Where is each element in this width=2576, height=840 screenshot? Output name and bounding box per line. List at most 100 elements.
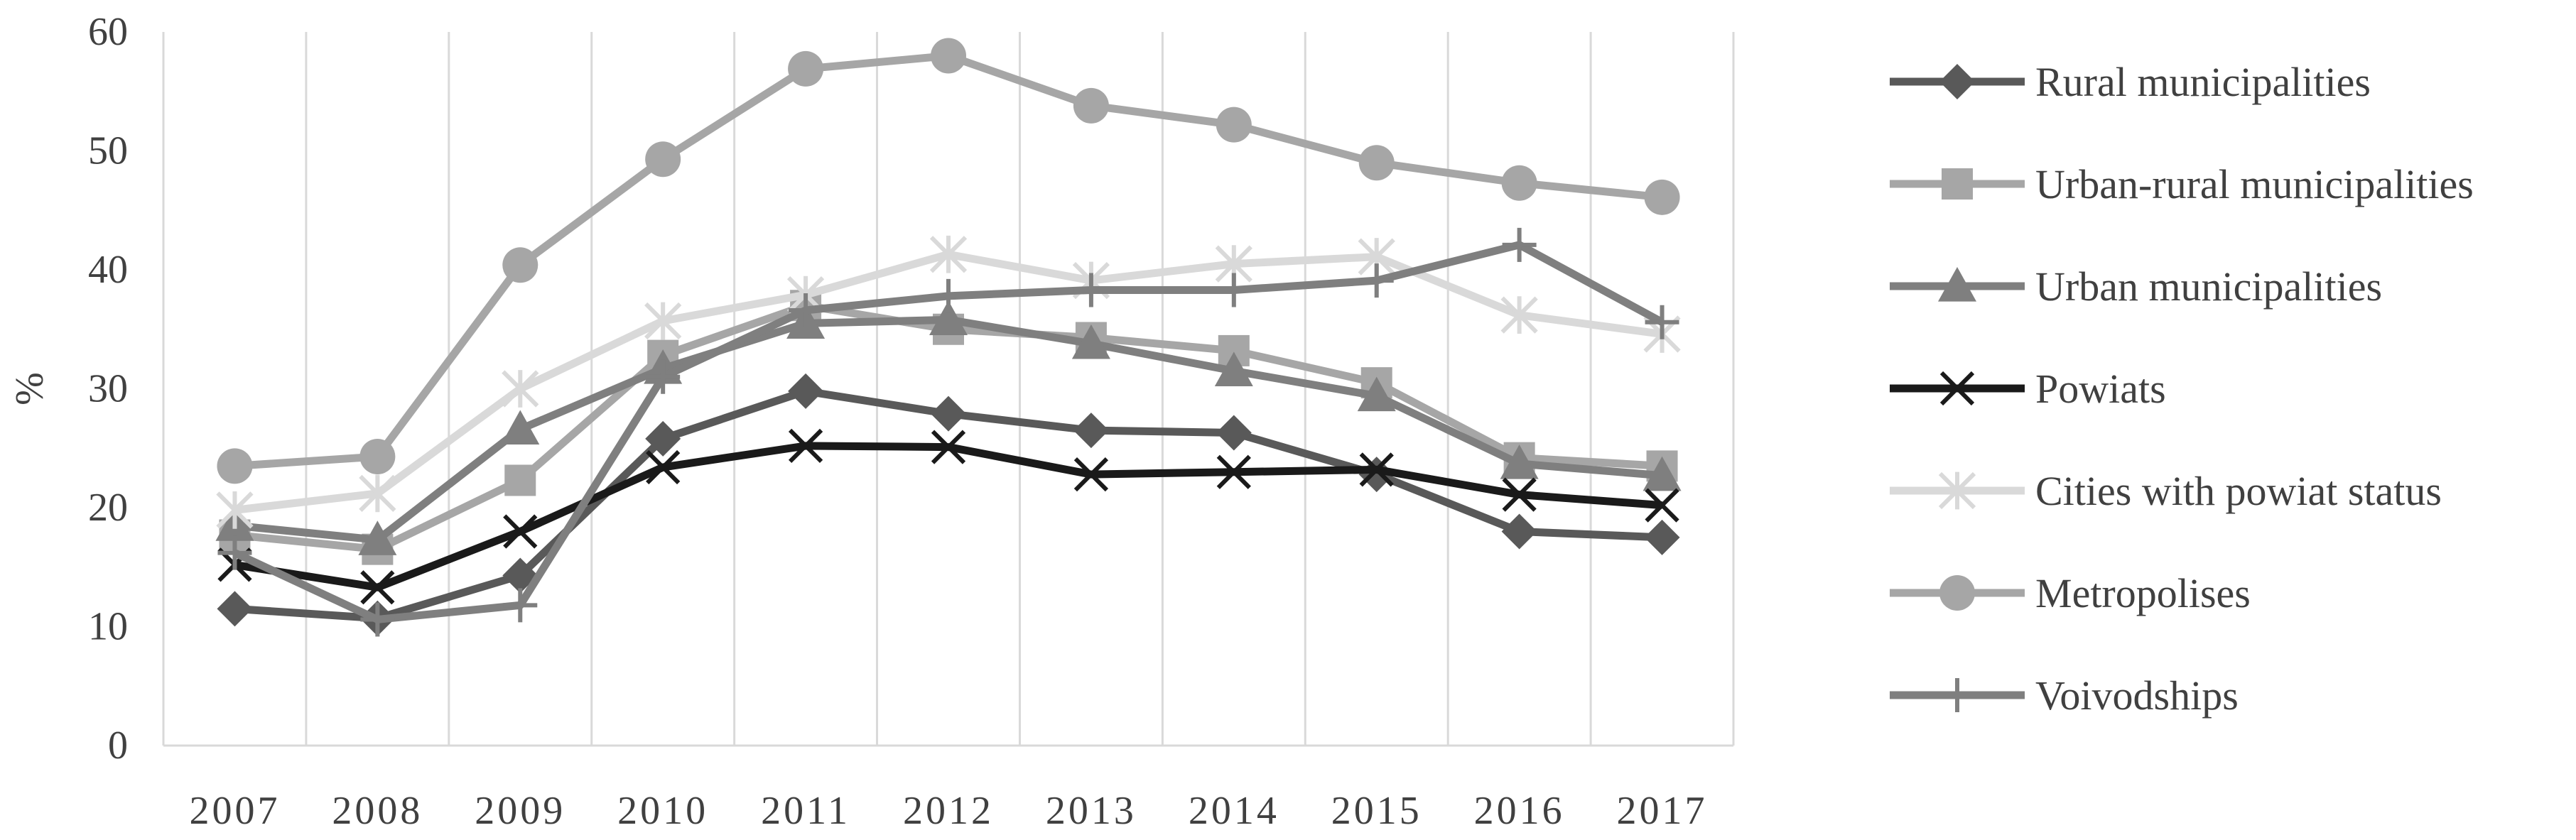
y-tick-label: 10: [88, 605, 128, 649]
data-point-star: [1938, 471, 1976, 510]
y-axis-title: %: [8, 372, 52, 405]
data-point-plus: [1216, 273, 1251, 307]
legend: Rural municipalities Urban-rural municipa…: [1890, 59, 2474, 719]
series-voivodships: [217, 227, 1679, 637]
data-point-diamond: [1216, 415, 1252, 451]
data-point-plus: [1502, 227, 1537, 262]
data-point-diamond: [1358, 457, 1395, 493]
data-point-plus: [503, 588, 538, 623]
y-tick-label: 20: [88, 486, 128, 530]
data-point-x: [1645, 488, 1679, 523]
x-tick-label: 2016: [1474, 789, 1565, 833]
data-point-plus: [1359, 263, 1394, 298]
data-point-circle: [1073, 87, 1109, 124]
data-point-triangle: [1500, 444, 1539, 479]
data-point-diamond: [1073, 413, 1109, 449]
data-point-triangle: [929, 300, 968, 335]
data-point-diamond: [788, 373, 824, 409]
data-point-x: [646, 449, 681, 485]
y-tick-label: 60: [88, 10, 128, 54]
data-point-diamond: [217, 591, 253, 627]
data-point-plus: [646, 359, 681, 394]
y-tick-label: 0: [108, 724, 128, 768]
data-point-x: [1502, 477, 1537, 512]
legend-entry: Cities with powiat status: [1890, 468, 2442, 514]
data-point-plus: [1073, 273, 1108, 307]
y-tick-label: 30: [88, 367, 128, 411]
data-point-circle: [1216, 107, 1252, 143]
data-point-triangle: [1938, 267, 1976, 302]
data-point-circle: [1358, 145, 1395, 181]
series-powiats: [217, 428, 1679, 605]
data-point-triangle: [1357, 376, 1396, 412]
legend-entry: Voivodships: [1890, 672, 2239, 719]
x-tick-label: 2007: [189, 789, 280, 833]
data-point-circle: [931, 38, 966, 74]
y-tick-label: 40: [88, 248, 128, 292]
data-point-plus: [1940, 678, 1974, 712]
data-point-circle: [1644, 179, 1680, 215]
data-point-triangle: [1071, 324, 1110, 359]
data-point-triangle: [1643, 456, 1682, 491]
x-tick-label: 2017: [1617, 789, 1708, 833]
x-tick-label: 2009: [475, 789, 565, 833]
data-point-diamond: [1501, 513, 1537, 550]
data-point-star: [644, 302, 682, 340]
data-point-triangle: [358, 520, 397, 555]
x-tick-label: 2015: [1331, 789, 1422, 833]
data-point-circle: [502, 247, 539, 283]
data-point-plus: [789, 293, 823, 327]
x-tick-label: 2010: [617, 789, 708, 833]
data-point-triangle: [1214, 351, 1253, 386]
data-point-circle: [217, 448, 253, 484]
legend-label: Powiats: [2035, 366, 2166, 412]
data-point-x: [503, 514, 538, 549]
data-point-square: [1942, 168, 1973, 200]
data-point-x: [1216, 454, 1251, 489]
x-tick-label: 2011: [761, 789, 850, 833]
data-point-star: [929, 235, 968, 273]
y-tick-label: 50: [88, 129, 128, 173]
x-tick-label: 2014: [1189, 789, 1279, 833]
data-point-plus: [217, 535, 252, 570]
series-rural-municipalities: [217, 373, 1680, 636]
legend-entry: Rural municipalities: [1890, 59, 2371, 105]
data-point-star: [502, 370, 539, 408]
data-point-diamond: [645, 420, 681, 457]
data-point-triangle: [501, 410, 540, 445]
data-point-diamond: [1939, 64, 1975, 99]
x-tick-label: 2013: [1046, 789, 1137, 833]
series-layer: [215, 38, 1682, 637]
legend-label: Metropolises: [2035, 570, 2251, 616]
grid-layer: [162, 32, 1735, 746]
legend-label: Urban municipalities: [2035, 263, 2382, 310]
data-point-x: [1939, 371, 1975, 406]
data-point-diamond: [931, 396, 966, 432]
series-metropolises: [217, 38, 1680, 484]
data-point-square: [504, 464, 536, 496]
data-point-star: [216, 491, 254, 529]
data-point-star: [1500, 296, 1538, 334]
legend-entry: Urban municipalities: [1890, 263, 2382, 310]
x-tick-label: 2008: [332, 789, 423, 833]
data-point-plus: [360, 602, 395, 637]
data-point-star: [359, 474, 396, 513]
data-point-diamond: [1644, 519, 1680, 555]
data-point-circle: [788, 50, 824, 87]
legend-label: Voivodships: [2035, 672, 2239, 719]
axis-layer: 0 10 20 30 40 50 60 2007 2008 2009 2010 2011 2012 201…: [88, 10, 1733, 833]
data-point-plus: [1645, 305, 1679, 339]
data-point-x: [788, 428, 823, 464]
legend-entry: Powiats: [1890, 366, 2166, 412]
legend-label: Rural municipalities: [2035, 59, 2371, 105]
legend-label: Urban-rural municipalities: [2035, 161, 2474, 207]
data-point-circle: [1501, 165, 1537, 201]
legend-entry: Metropolises: [1890, 570, 2251, 616]
data-point-x: [1359, 452, 1394, 487]
data-point-x: [360, 570, 395, 605]
data-point-circle: [1939, 575, 1975, 611]
data-point-circle: [645, 141, 681, 178]
x-tick-label: 2012: [903, 789, 994, 833]
